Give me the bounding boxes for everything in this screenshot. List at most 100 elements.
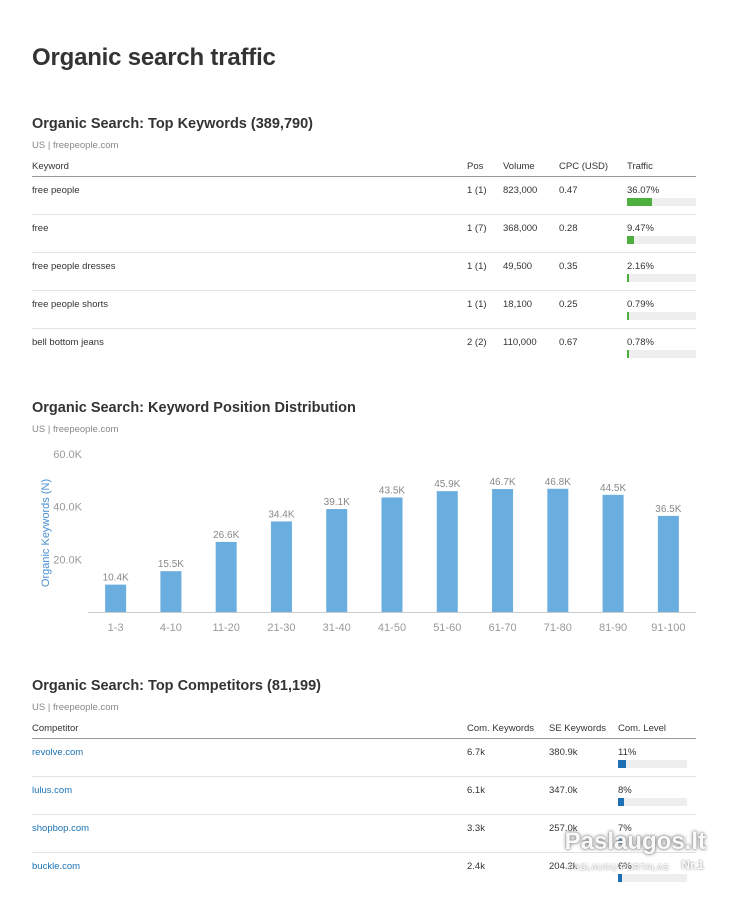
x-tick-label: 4-10 [160, 622, 182, 634]
y-tick-label: 40.0K [53, 502, 82, 514]
bar-value-label: 26.6K [213, 530, 239, 541]
col-pos[interactable]: Pos [467, 161, 484, 172]
traffic-value: 2.16% [627, 261, 654, 272]
position-value: 1 (1) [467, 261, 487, 272]
se-keywords-value: 257.0k [549, 823, 578, 834]
keyword-text[interactable]: free people shorts [32, 299, 109, 310]
bar [602, 494, 624, 612]
com-level-value: 7% [618, 823, 632, 834]
keyword-row: free people dresses 1 (1) 49,500 0.35 2.16% [32, 253, 696, 291]
competitors-subtitle: US | freepeople.com [32, 702, 119, 713]
x-tick-label: 1-3 [108, 622, 124, 634]
traffic-bar [627, 236, 696, 244]
x-tick-label: 81-90 [599, 622, 627, 634]
bar-value-label: 39.1K [324, 497, 350, 508]
traffic-bar-fill [627, 236, 634, 244]
com-keywords-value: 3.3k [467, 823, 485, 834]
competitor-row: shopbop.com 3.3k 257.0k 7% [32, 815, 696, 853]
col-cpc[interactable]: CPC (USD) [559, 161, 609, 172]
competitors-table-body: revolve.com 6.7k 380.9k 11% lulus.com 6.1k 347… [32, 739, 696, 890]
bar-value-label: 45.9K [434, 479, 460, 490]
x-tick-label: 41-50 [378, 622, 406, 634]
se-keywords-value: 380.9k [549, 747, 578, 758]
position-value: 1 (1) [467, 299, 487, 310]
bar [326, 509, 348, 612]
competitor-link[interactable]: shopbop.com [32, 823, 90, 834]
y-tick-label: 20.0K [53, 554, 82, 566]
bar [270, 521, 292, 612]
keyword-row: free people shorts 1 (1) 18,100 0.25 0.79% [32, 291, 696, 329]
com-level-bar [618, 874, 687, 882]
keywords-section-title: Organic Search: Top Keywords (389,790) [32, 116, 313, 132]
cpc-value: 0.25 [559, 299, 578, 310]
col-traffic[interactable]: Traffic [627, 161, 653, 172]
traffic-bar [627, 198, 696, 206]
position-value: 1 (1) [467, 185, 487, 196]
competitor-row: buckle.com 2.4k 204.2k 6% [32, 853, 696, 890]
traffic-bar-fill [627, 198, 652, 206]
com-level-bar [618, 836, 687, 844]
se-keywords-value: 204.2k [549, 861, 578, 872]
position-value: 2 (2) [467, 337, 487, 348]
bar [215, 541, 237, 612]
competitors-table: Competitor Com. Keywords SE Keywords Com… [32, 718, 696, 890]
traffic-value: 9.47% [627, 223, 654, 234]
y-tick-label: 60.0K [53, 449, 82, 461]
bar [381, 497, 403, 612]
competitors-section-title: Organic Search: Top Competitors (81,199) [32, 678, 321, 694]
bar [657, 515, 679, 612]
traffic-value: 0.78% [627, 337, 654, 348]
traffic-bar [627, 274, 696, 282]
bar-value-label: 46.8K [545, 477, 571, 488]
bar-value-label: 36.5K [655, 504, 681, 515]
col-com-keywords[interactable]: Com. Keywords [467, 723, 535, 734]
keyword-text[interactable]: free [32, 223, 49, 234]
traffic-bar [627, 312, 696, 320]
traffic-bar-fill [627, 312, 629, 320]
com-level-bar-fill [618, 874, 623, 882]
x-tick-label: 21-30 [267, 622, 295, 634]
competitors-table-header: Competitor Com. Keywords SE Keywords Com… [32, 718, 696, 739]
keyword-text[interactable]: free people dresses [32, 261, 116, 272]
volume-value: 49,500 [503, 261, 533, 272]
keywords-table: Keyword Pos Volume CPC (USD) Traffic fre… [32, 156, 696, 366]
keywords-table-header: Keyword Pos Volume CPC (USD) Traffic [32, 156, 696, 177]
col-competitor[interactable]: Competitor [32, 723, 79, 734]
com-keywords-value: 6.7k [467, 747, 485, 758]
keywords-table-body: free people 1 (1) 823,000 0.47 36.07% free 1 (… [32, 177, 696, 366]
col-volume[interactable]: Volume [503, 161, 535, 172]
competitor-link[interactable]: buckle.com [32, 861, 81, 872]
page-title: Organic search traffic [32, 44, 276, 71]
x-tick-label: 61-70 [488, 622, 516, 634]
com-keywords-value: 2.4k [467, 861, 485, 872]
bar-value-label: 43.5K [379, 485, 405, 496]
x-tick-label: 31-40 [323, 622, 351, 634]
keyword-text[interactable]: bell bottom jeans [32, 337, 104, 348]
x-tick-label: 71-80 [544, 622, 572, 634]
bar [547, 488, 569, 612]
competitor-row: revolve.com 6.7k 380.9k 11% [32, 739, 696, 777]
com-level-bar-fill [618, 760, 626, 768]
col-com-level[interactable]: Com. Level [618, 723, 667, 734]
bar [436, 491, 458, 612]
keywords-subtitle: US | freepeople.com [32, 140, 119, 151]
keyword-text[interactable]: free people [32, 185, 80, 196]
se-keywords-value: 347.0k [549, 785, 578, 796]
keyword-row: bell bottom jeans 2 (2) 110,000 0.67 0.78% [32, 329, 696, 366]
competitor-link[interactable]: lulus.com [32, 785, 73, 796]
competitor-link[interactable]: revolve.com [32, 747, 84, 758]
volume-value: 823,000 [503, 185, 538, 196]
cpc-value: 0.67 [559, 337, 578, 348]
bar [105, 584, 127, 612]
position-value: 1 (7) [467, 223, 487, 234]
volume-value: 110,000 [503, 337, 537, 348]
keyword-row: free people 1 (1) 823,000 0.47 36.07% [32, 177, 696, 215]
col-se-keywords[interactable]: SE Keywords [549, 723, 607, 734]
bar-value-label: 15.5K [158, 559, 184, 570]
bar [492, 489, 514, 612]
position-distribution-chart: Organic Keywords (N) 20.0K 40.0K 60.0K 10.4K… [40, 449, 696, 634]
cpc-value: 0.47 [559, 185, 578, 196]
com-level-value: 6% [618, 861, 632, 872]
cpc-value: 0.35 [559, 261, 578, 272]
col-keyword[interactable]: Keyword [32, 161, 69, 172]
